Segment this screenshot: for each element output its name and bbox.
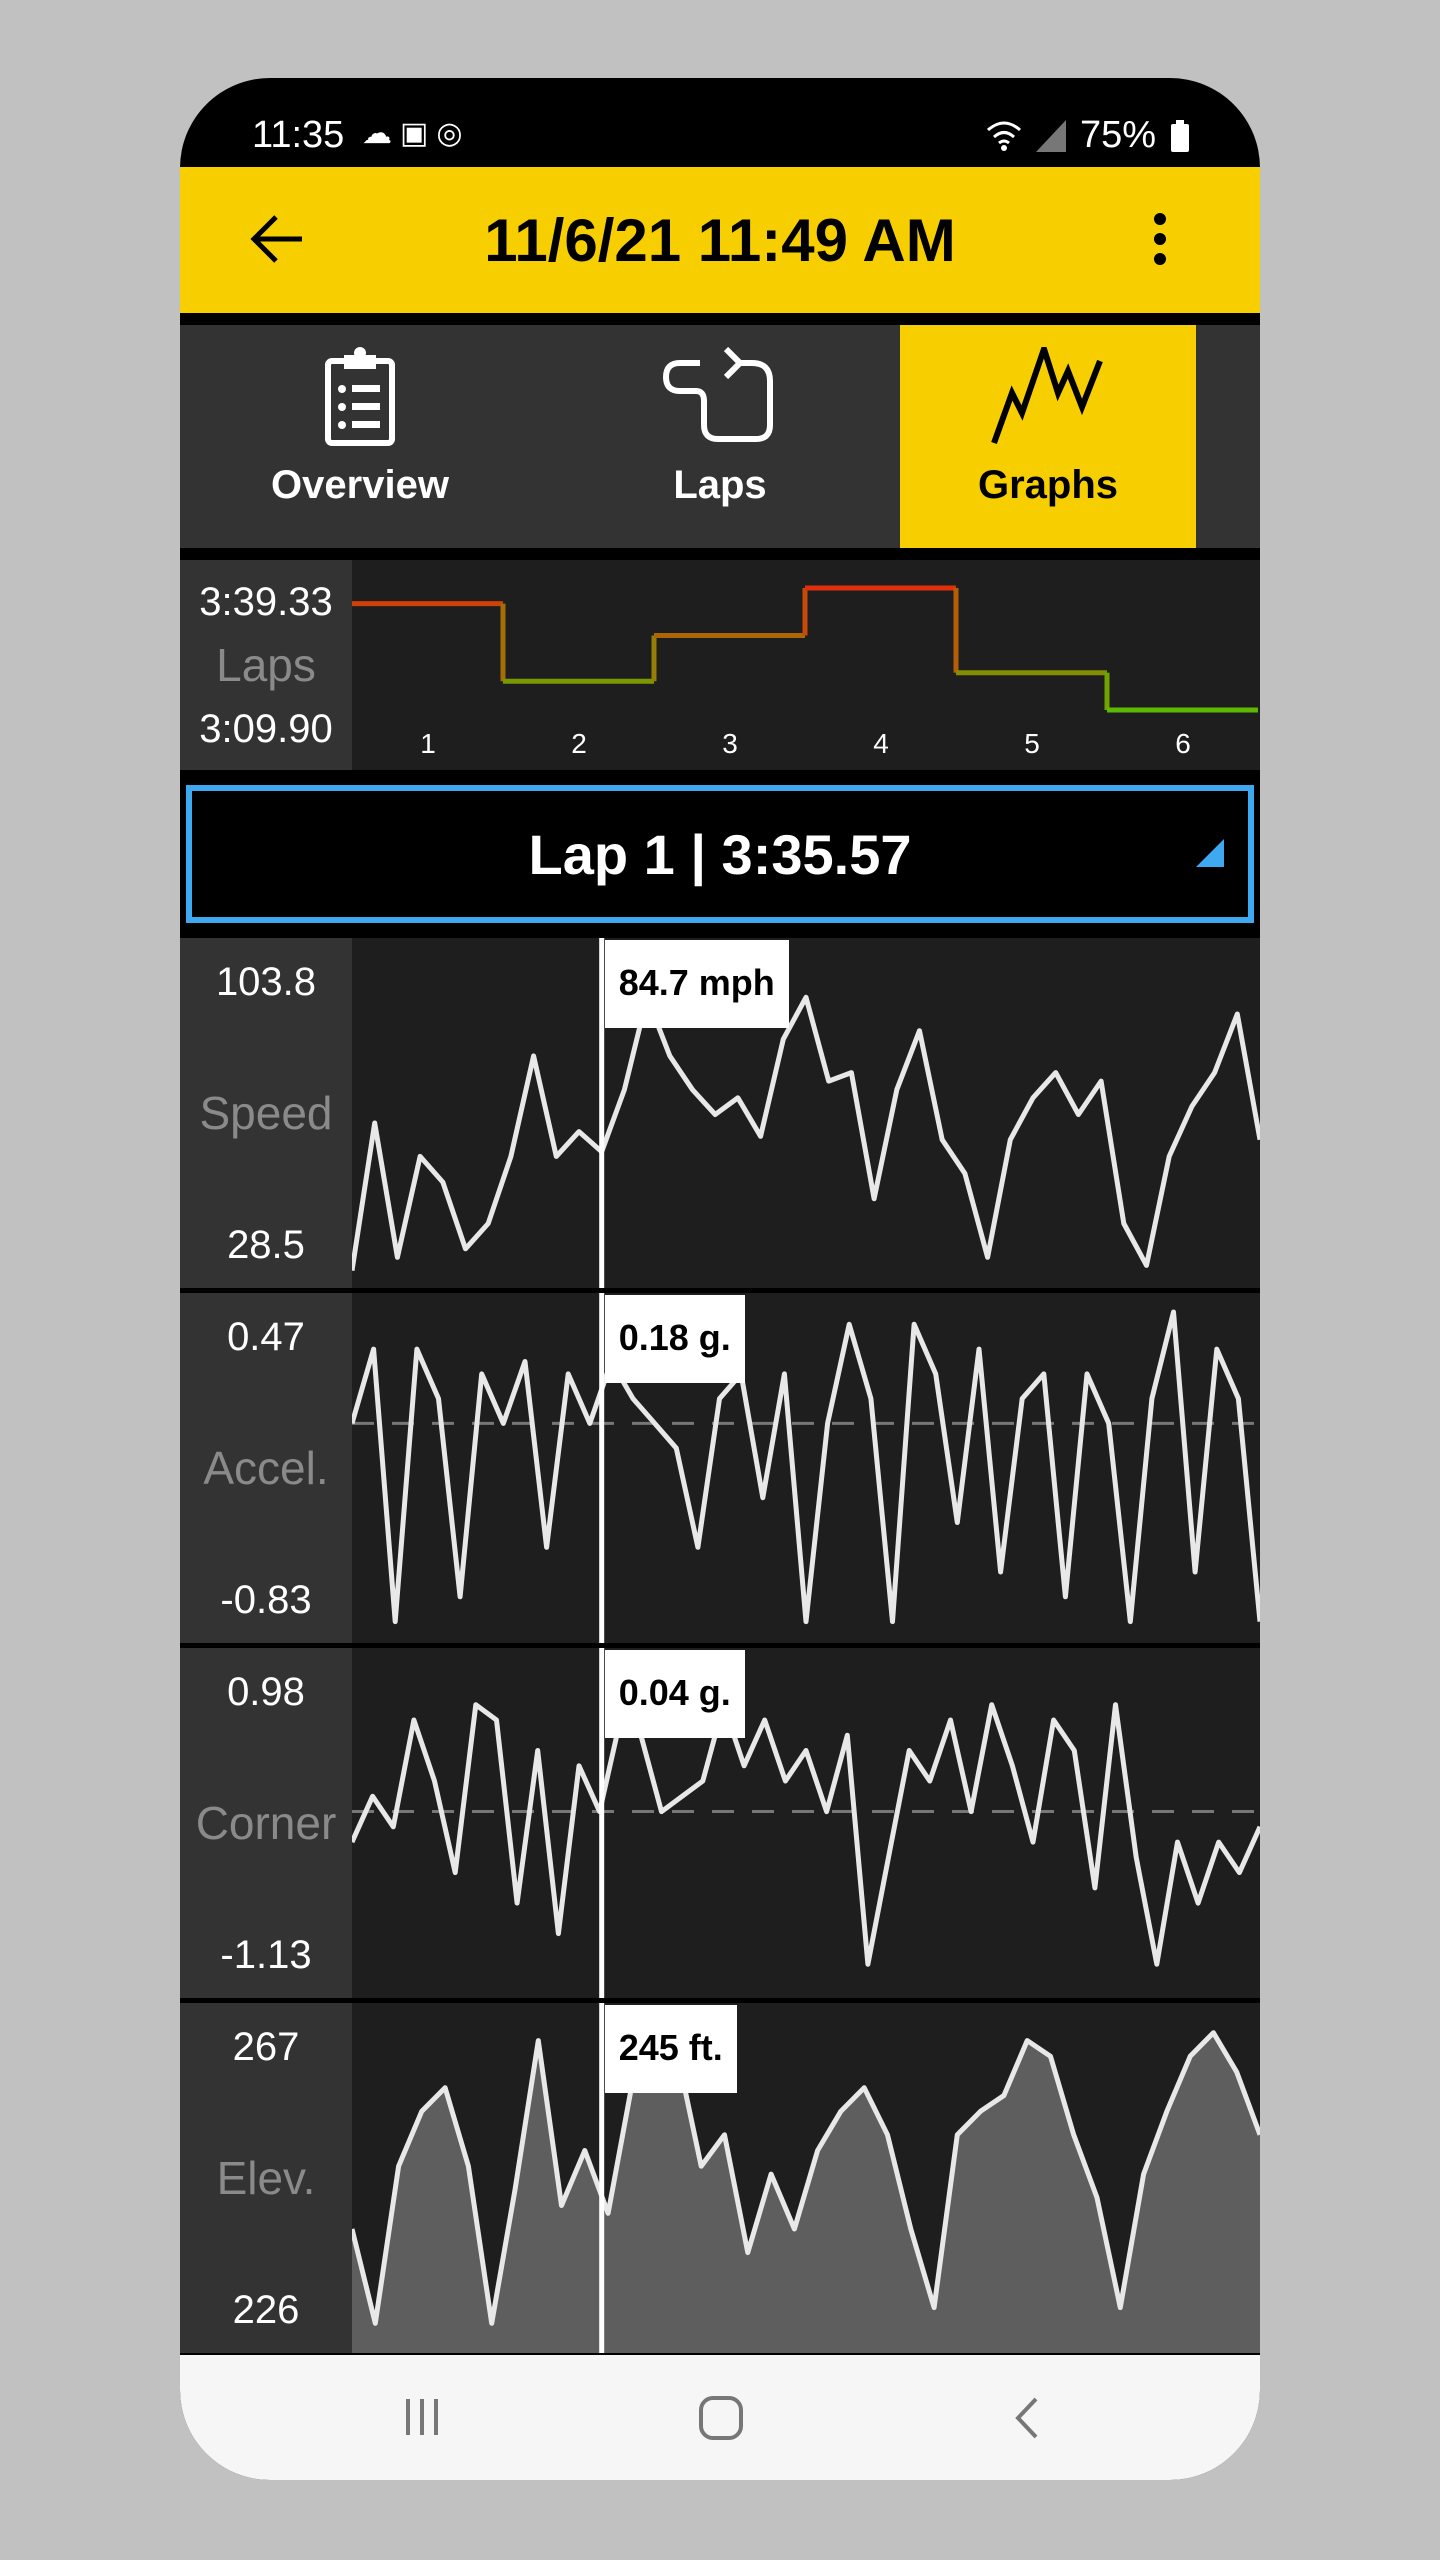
gallery-icon: ▣ bbox=[400, 117, 437, 150]
lap-number: 3 bbox=[722, 728, 738, 759]
graph-plot bbox=[352, 938, 1260, 1288]
lap-number: 6 bbox=[1175, 728, 1191, 759]
graph-corner[interactable]: 0.98 Corner -1.13 0.04 g. bbox=[180, 1648, 1260, 1998]
status-bar: 11:35 ☁▣◎ 75% bbox=[180, 78, 1260, 167]
lap-number: 2 bbox=[571, 728, 587, 759]
app-bar: 11/6/21 11:49 AM bbox=[180, 167, 1260, 313]
home-icon[interactable] bbox=[698, 2395, 744, 2441]
lap-selector-dropdown[interactable]: Lap 1 | 3:35.57 bbox=[186, 785, 1254, 923]
elevation-trace bbox=[352, 2030, 1260, 2326]
lap-chart-title: Laps bbox=[216, 639, 316, 691]
battery-icon bbox=[1171, 119, 1189, 152]
graph-plot bbox=[352, 2003, 1260, 2353]
clipboard-icon bbox=[325, 347, 395, 446]
chrome-icon: ◎ bbox=[436, 117, 471, 150]
graph-plot bbox=[352, 1648, 1260, 1998]
graph-title: Elev. bbox=[216, 2152, 316, 2204]
graph-axis: 103.8 Speed 28.5 bbox=[180, 938, 352, 1288]
tab-overview[interactable]: Overview bbox=[180, 325, 540, 548]
cursor-readout: 0.18 g. bbox=[604, 1295, 745, 1383]
graph-title: Accel. bbox=[203, 1442, 329, 1494]
graph-max-label: 0.98 bbox=[227, 1670, 305, 1714]
cursor-readout: 245 ft. bbox=[604, 2005, 737, 2093]
graph-max-label: 0.47 bbox=[227, 1315, 305, 1359]
graph-accel[interactable]: 0.47 Accel. -0.83 0.18 g. bbox=[180, 1293, 1260, 1643]
lap-chart-axis: 3:39.33 Laps 3:09.90 bbox=[180, 560, 352, 770]
status-time: 11:35 bbox=[252, 114, 345, 156]
back-icon[interactable] bbox=[1012, 2397, 1042, 2439]
track-loop-icon bbox=[662, 347, 773, 442]
phone-screen: 11:35 ☁▣◎ 75% 11/6/21 11:49 AM Overview … bbox=[180, 78, 1260, 2480]
speed-trace bbox=[352, 994, 1260, 1271]
graph-min-label: -1.13 bbox=[220, 1933, 312, 1977]
tab-label: Laps bbox=[673, 463, 767, 507]
lap-number: 4 bbox=[873, 728, 889, 759]
system-nav-bar bbox=[180, 2355, 1260, 2480]
cloud-icon: ☁ bbox=[362, 117, 400, 150]
lap-number: 5 bbox=[1024, 728, 1040, 759]
accel-trace bbox=[352, 1309, 1260, 1625]
back-arrow-icon[interactable] bbox=[248, 209, 308, 269]
cursor-readout: 0.04 g. bbox=[604, 1650, 745, 1738]
wifi-icon bbox=[986, 121, 1021, 151]
graph-title: Speed bbox=[199, 1087, 333, 1139]
lap-step-plot: 1 2 3 4 5 6 bbox=[352, 585, 1258, 759]
signal-no-sim-icon bbox=[1035, 119, 1066, 152]
tab-label: Overview bbox=[271, 463, 449, 507]
recent-apps-icon[interactable] bbox=[402, 2397, 442, 2437]
graph-axis: 0.98 Corner -1.13 bbox=[180, 1648, 352, 1998]
graph-elevation[interactable]: 267 Elev. 226 245 ft. bbox=[180, 2003, 1260, 2353]
graph-axis: 0.47 Accel. -0.83 bbox=[180, 1293, 352, 1643]
page-title: 11/6/21 11:49 AM bbox=[484, 206, 956, 274]
lap-number: 1 bbox=[420, 728, 436, 759]
graph-min-label: 226 bbox=[232, 2288, 300, 2332]
graph-max-label: 103.8 bbox=[215, 960, 317, 1004]
graph-plot bbox=[352, 1293, 1260, 1643]
notification-icons: ☁▣◎ bbox=[362, 116, 471, 151]
tab-laps[interactable]: Laps bbox=[540, 325, 900, 548]
system-icons: 75% bbox=[986, 114, 1190, 157]
tab-graphs[interactable]: Graphs bbox=[900, 325, 1196, 548]
tab-label: Graphs bbox=[977, 463, 1119, 507]
graph-max-label: 267 bbox=[232, 2025, 300, 2069]
more-vertical-icon[interactable] bbox=[1140, 209, 1180, 269]
graph-title: Corner bbox=[195, 1797, 337, 1849]
lap-min-label: 3:09.90 bbox=[199, 707, 333, 751]
graph-icon bbox=[991, 347, 1103, 445]
graph-min-label: -0.83 bbox=[220, 1578, 312, 1622]
lap-max-label: 3:39.33 bbox=[199, 580, 333, 624]
battery-percent: 75% bbox=[1079, 114, 1156, 156]
cursor-readout: 84.7 mph bbox=[604, 940, 789, 1028]
graph-speed[interactable]: 103.8 Speed 28.5 84.7 mph bbox=[180, 938, 1260, 1288]
selected-lap: Lap 1 | 3:35.57 bbox=[528, 822, 912, 886]
corner-trace bbox=[352, 1702, 1260, 1967]
tab-bar: Overview Laps Graphs bbox=[180, 325, 1260, 548]
dropdown-triangle-icon bbox=[1196, 839, 1224, 867]
lap-times-chart[interactable]: 3:39.33 Laps 3:09.90 1 2 3 4 5 6 bbox=[180, 560, 1260, 770]
graph-axis: 267 Elev. 226 bbox=[180, 2003, 352, 2353]
graph-min-label: 28.5 bbox=[227, 1223, 305, 1267]
